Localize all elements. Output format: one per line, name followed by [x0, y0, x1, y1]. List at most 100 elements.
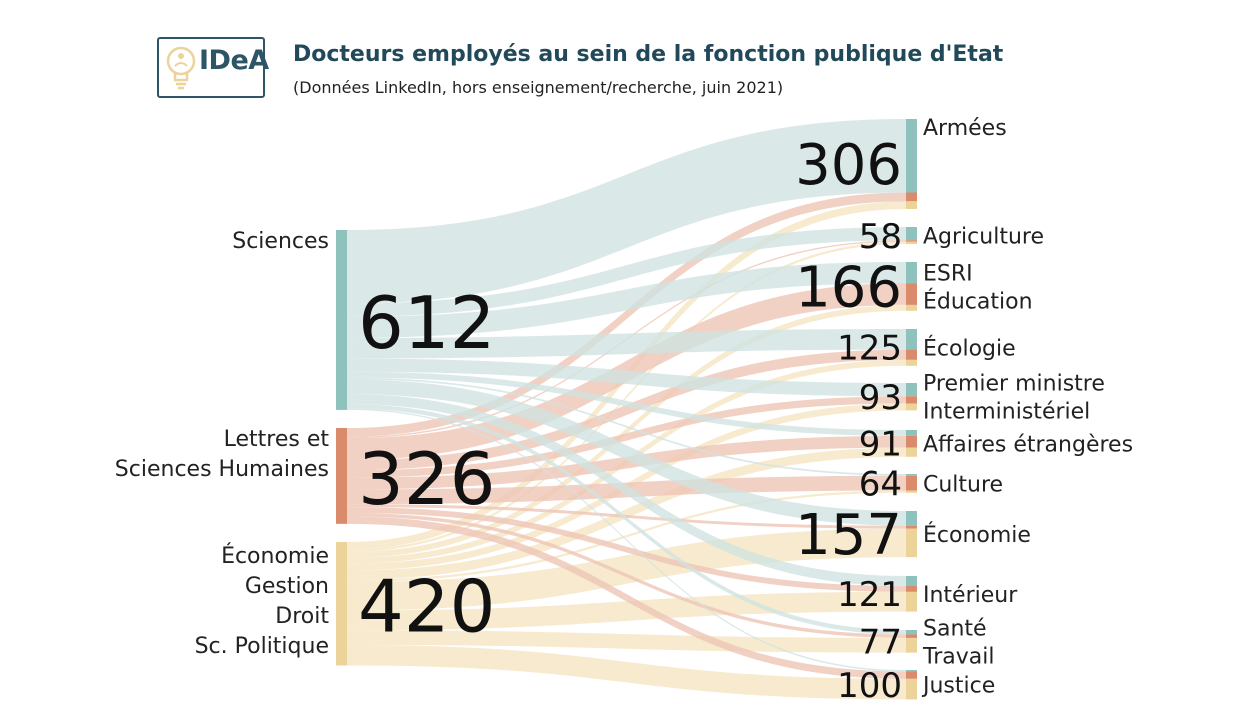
source-total-eco: 420: [358, 565, 495, 649]
flow-sci-to-pm: [347, 358, 906, 397]
flow-lsh-to-just: [347, 516, 906, 679]
flow-lsh-to-armees: [347, 192, 906, 437]
target-label-ecologie: Écologie: [923, 335, 1016, 361]
flow-lsh-to-pm: [347, 396, 906, 478]
target-total-pm: 93: [859, 378, 902, 418]
source-label-sciences-humaines: Sciences Humaines: [115, 457, 329, 482]
target-segment-pm-lsh: [906, 396, 917, 404]
flow-lsh-to-ae: [347, 435, 906, 490]
flow-sci-to-ae: [347, 371, 906, 436]
target-segment-sante-sci: [906, 630, 917, 635]
chart-labels: Sciences 612 Lettres et Sciences Humaines 32…: [115, 116, 1133, 706]
flow-eco-to-ae: [347, 447, 906, 580]
source-label-sciences: Sciences: [232, 229, 329, 254]
target-total-just: 100: [837, 666, 902, 706]
target-segment-int-lsh: [906, 585, 917, 592]
target-segment-armees-eco: [906, 201, 917, 209]
target-label-armees: Armées: [923, 116, 1007, 141]
target-segment-agri-lsh: [906, 240, 917, 242]
flow-sci-to-int: [347, 394, 906, 586]
target-label-interministeriel: Interministériel: [923, 400, 1090, 425]
target-label-justice: Justice: [921, 674, 995, 699]
target-segment-ae-lsh: [906, 435, 917, 448]
flow-sci-to-esri: [347, 262, 906, 338]
flow-sci-to-agri: [347, 227, 906, 317]
target-segment-ecol-eco: [906, 359, 917, 366]
target-segment-sante-eco: [906, 637, 917, 653]
flow-eco-to-esri: [347, 304, 906, 558]
target-segment-esri-lsh: [906, 283, 917, 305]
target-segment-ecol-sci: [906, 329, 917, 350]
target-label-agriculture: Agriculture: [923, 225, 1044, 250]
flow-lsh-to-econ: [347, 504, 906, 529]
target-label-culture: Culture: [923, 472, 1003, 497]
logo-text: IDeA: [199, 45, 269, 76]
idea-logo: IDeA: [157, 37, 269, 98]
target-total-esri: 166: [795, 256, 902, 321]
target-segment-agri-eco: [906, 241, 917, 245]
flow-eco-to-cult: [347, 490, 906, 582]
target-segment-just-sci: [906, 670, 917, 672]
source-node-sci: [336, 230, 347, 410]
target-segment-int-sci: [906, 576, 917, 586]
flow-sci-to-armees: [347, 119, 906, 304]
flow-links: [347, 119, 906, 700]
target-label-travail: Travail: [922, 644, 994, 669]
target-segment-just-eco: [906, 678, 917, 700]
target-total-int: 121: [837, 575, 902, 615]
target-segment-pm-eco: [906, 403, 917, 411]
flow-eco-to-econ: [347, 528, 906, 611]
target-segment-int-eco: [906, 591, 917, 612]
target-segment-econ-eco: [906, 528, 917, 558]
flow-eco-to-sante: [347, 630, 906, 653]
target-label-economie: Économie: [923, 522, 1031, 548]
flow-sci-to-just: [347, 408, 906, 672]
target-label-education: Éducation: [923, 288, 1033, 314]
target-segment-pm-sci: [906, 383, 917, 397]
chart-nodes: [336, 119, 917, 700]
target-segment-sante-lsh: [906, 634, 917, 638]
flow-sci-to-cult: [347, 377, 906, 476]
source-label-gestion: Gestion: [245, 574, 329, 599]
flow-eco-to-agri: [347, 241, 906, 552]
target-total-cult: 64: [859, 465, 902, 505]
lightbulb-icon: [166, 46, 196, 90]
source-label-economie: Économie: [221, 543, 329, 569]
target-label-premier-ministre: Premier ministre: [923, 372, 1105, 397]
target-label-affaires-etrangeres: Affaires étrangères: [923, 432, 1133, 457]
source-label-droit: Droit: [275, 604, 329, 629]
target-segment-ecol-lsh: [906, 349, 917, 360]
target-label-interieur: Intérieur: [923, 583, 1018, 608]
source-total-sci: 612: [358, 281, 495, 365]
target-total-sante: 77: [859, 623, 902, 663]
target-segment-cult-eco: [906, 490, 917, 493]
source-node-lsh: [336, 428, 347, 524]
flow-lsh-to-sante: [347, 512, 906, 638]
source-node-eco: [336, 542, 347, 666]
flow-lsh-to-int: [347, 507, 906, 592]
target-segment-armees-lsh: [906, 192, 917, 202]
target-segment-esri-eco: [906, 304, 917, 311]
source-label-sc-politique: Sc. Politique: [195, 634, 329, 659]
target-segment-ae-eco: [906, 447, 917, 457]
target-total-armees: 306: [795, 133, 902, 198]
target-total-econ: 157: [795, 503, 902, 568]
chart-subtitle: (Données LinkedIn, hors enseignement/rec…: [293, 78, 784, 97]
target-segment-armees-sci: [906, 119, 917, 193]
target-total-ecol: 125: [837, 329, 902, 369]
chart-title: Docteurs employés au sein de la fonction…: [293, 42, 1004, 67]
target-total-agri: 58: [859, 217, 902, 257]
target-segment-agri-sci: [906, 227, 917, 241]
target-segment-ae-sci: [906, 430, 917, 436]
flow-lsh-to-ecol: [347, 349, 906, 471]
target-label-sante: Santé: [923, 616, 987, 641]
target-segment-econ-sci: [906, 511, 917, 526]
source-total-lsh: 326: [358, 437, 495, 521]
flow-sci-to-econ: [347, 379, 906, 526]
source-label-lettres-et: Lettres et: [224, 427, 330, 452]
target-segment-just-lsh: [906, 671, 917, 679]
flow-sci-to-sante: [347, 404, 906, 635]
target-total-ae: 91: [859, 425, 902, 465]
target-label-esri: ESRI: [923, 261, 973, 286]
